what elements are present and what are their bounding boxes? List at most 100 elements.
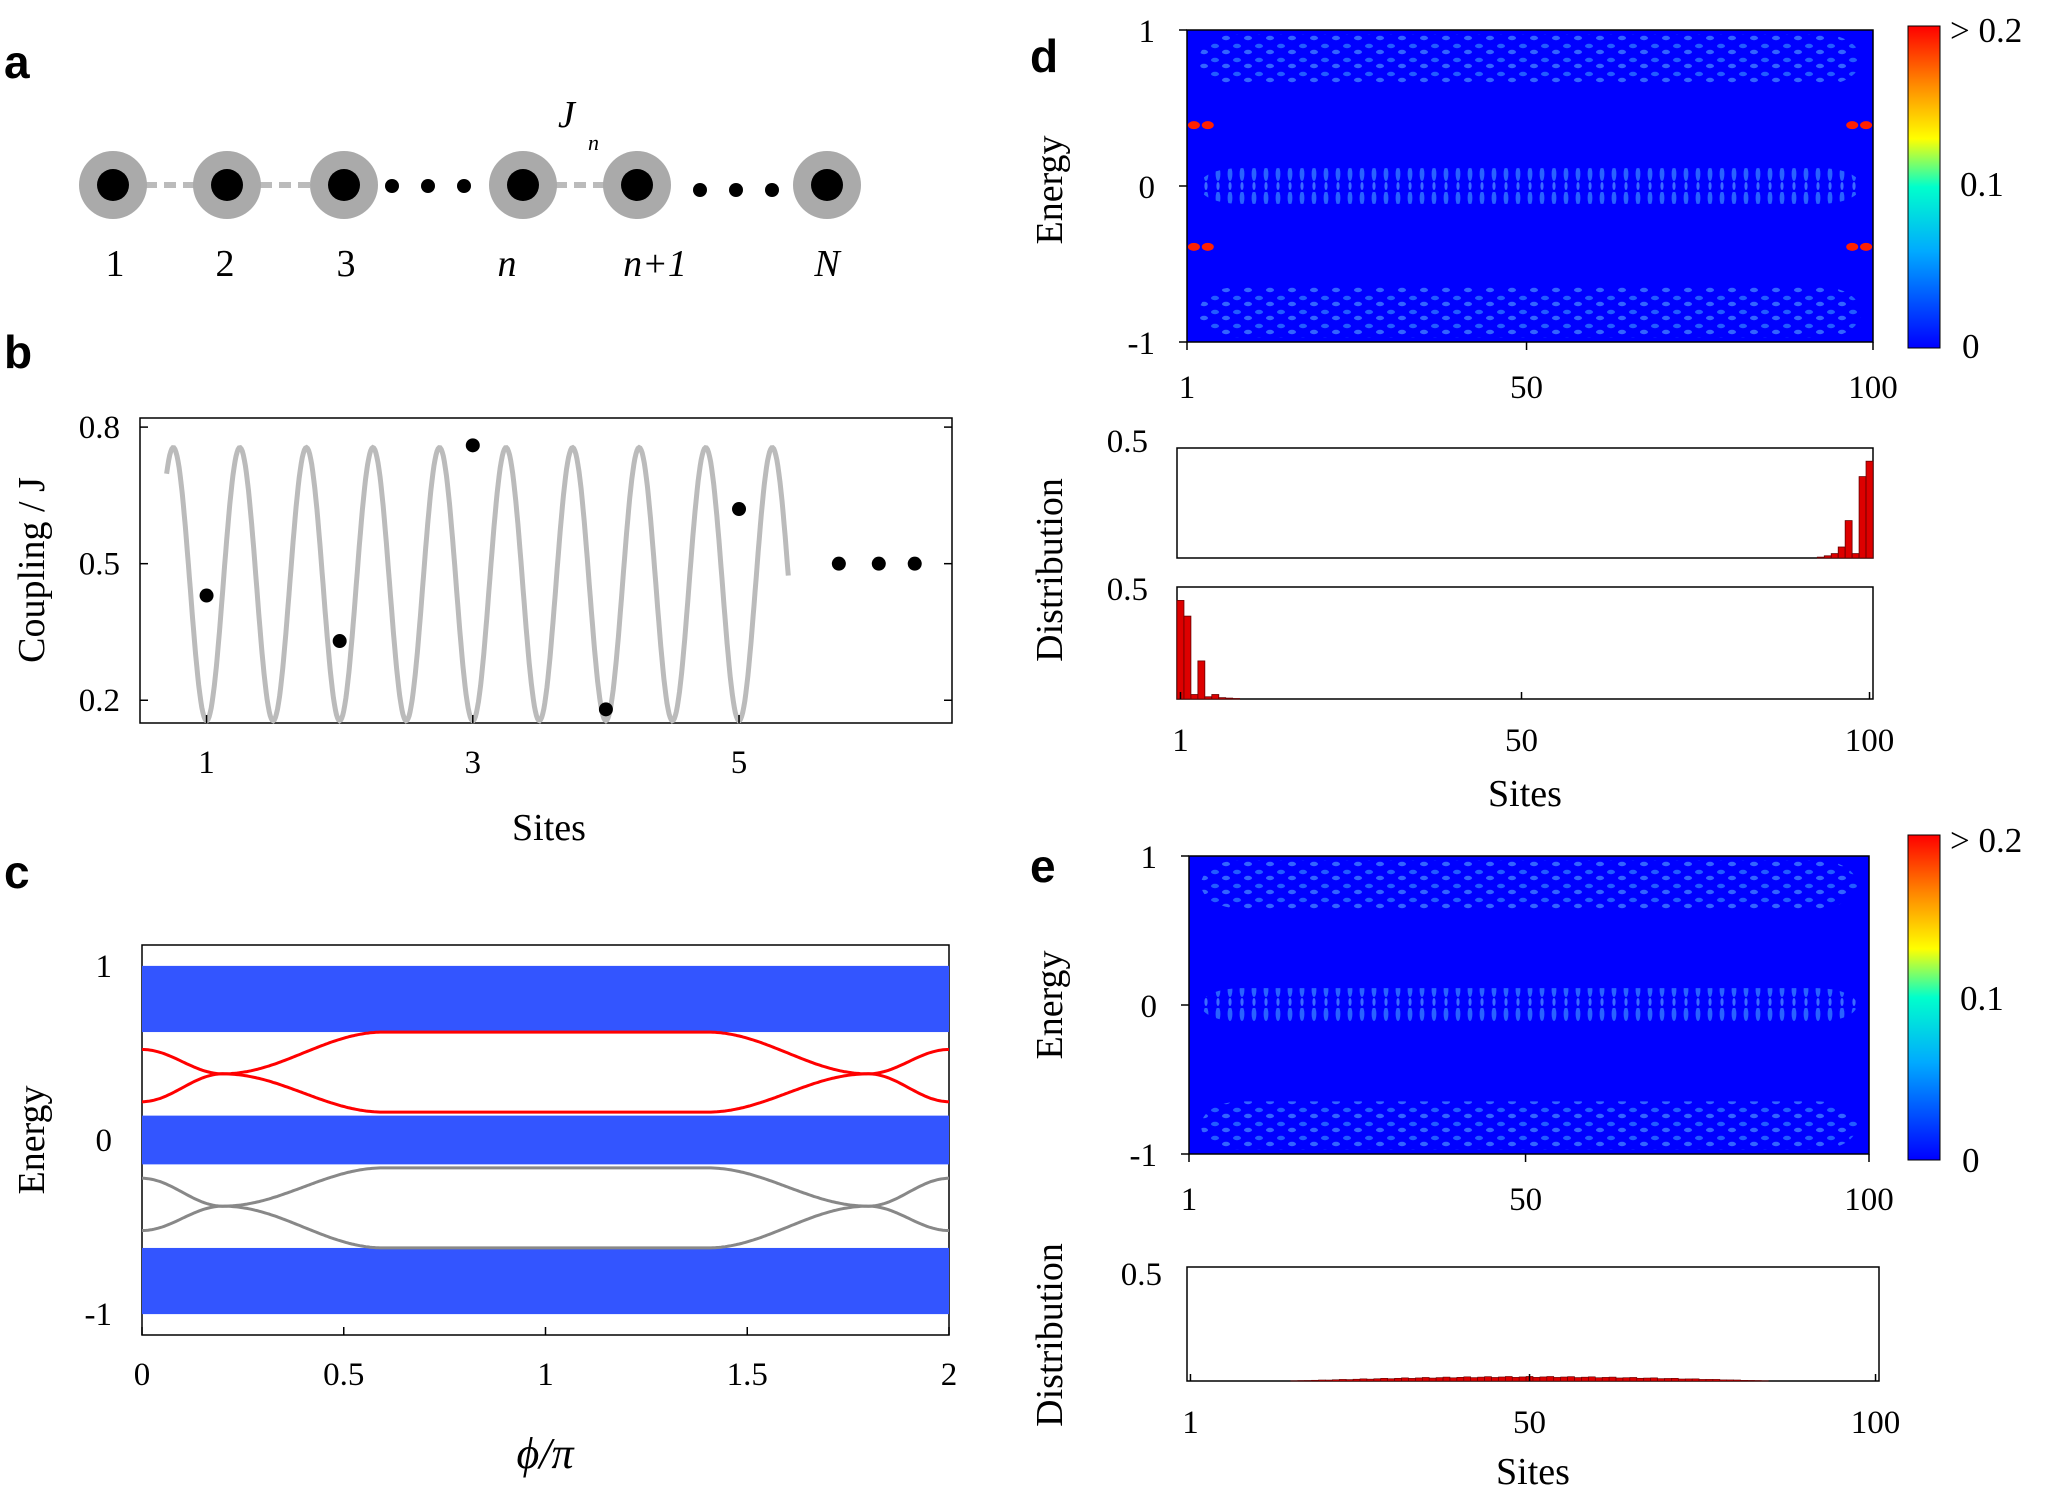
bulk-band — [142, 965, 949, 1033]
panel-d-colorbar-min: 0 — [1962, 327, 1980, 366]
panel-c-xlabel: ϕ/π — [516, 1429, 575, 1478]
panel-b-curves — [164, 438, 922, 724]
site-label-3: 3 — [337, 243, 356, 285]
ellipsis-left — [385, 179, 471, 193]
distribution-bar — [1380, 1378, 1388, 1382]
distribution-bar — [1197, 660, 1206, 700]
panel-e-colorbar-mid: 0.1 — [1960, 979, 2004, 1018]
y-tick-label: 0 — [96, 1123, 113, 1159]
panel-b-xlabel: Sites — [512, 807, 586, 849]
edge-state-spot — [1201, 242, 1214, 251]
panel-d-dist-top-bars — [1816, 460, 1874, 559]
edge-state-spot — [1860, 121, 1873, 130]
distribution-bar — [1588, 1376, 1596, 1382]
bulk-band-texture — [1199, 34, 1861, 86]
panel-c-ticks: 0 0.5 1 1.5 2 1 0 -1 — [85, 949, 958, 1393]
panel-e-heatmap: 1 50 100 1 0 -1 Energy — [1029, 840, 1894, 1218]
panel-e-dist-xlabel: Sites — [1496, 1451, 1570, 1493]
y-tick-label: 0.8 — [79, 410, 120, 446]
distribution-bar — [1190, 694, 1199, 700]
distribution-bar — [1352, 1378, 1361, 1382]
panel-b-ylabel: Coupling / J — [11, 477, 53, 663]
panel-label-c: c — [4, 846, 30, 898]
panel-d-dist-bottom-xticks: 1 50 100 — [1172, 692, 1894, 759]
x-tick-label: 50 — [1510, 370, 1543, 406]
distribution-bar — [1671, 1378, 1679, 1382]
distribution-bar — [1491, 1377, 1499, 1382]
panel-e-dist-axes — [1186, 1266, 1880, 1382]
distribution-bar — [1581, 1376, 1589, 1382]
distribution-bar — [1851, 553, 1860, 559]
site-label-n: n — [498, 243, 517, 285]
x-tick-label: 0 — [134, 1357, 151, 1393]
distribution-bar — [1325, 1379, 1333, 1382]
distribution-bar — [1211, 694, 1220, 700]
distribution-bar — [1218, 697, 1227, 700]
bulk-band-texture — [1201, 988, 1857, 1022]
panel-e-colorbar: > 0.2 0.1 0 — [1907, 821, 2022, 1180]
distribution-bar — [1698, 1379, 1707, 1382]
distribution-bar — [1332, 1379, 1340, 1382]
site-label-N: N — [813, 243, 842, 285]
edge-state-spot — [1860, 242, 1873, 251]
edge-state-spot — [1846, 121, 1859, 130]
x-tick-label: 5 — [731, 745, 748, 781]
y-tick-label: 0.5 — [79, 547, 120, 583]
distribution-bar — [1463, 1376, 1472, 1382]
distribution-bar — [1747, 1380, 1755, 1382]
coupling-sample-point — [598, 702, 613, 717]
panel-e-dist-xticks: 1 50 100 — [1182, 1374, 1900, 1441]
edge-state-spot — [1846, 242, 1859, 251]
bulk-band-texture — [1199, 168, 1861, 204]
distribution-bar — [1705, 1379, 1714, 1382]
distribution-bar — [1449, 1377, 1458, 1382]
site-n — [489, 151, 557, 219]
distribution-bar — [1546, 1376, 1555, 1382]
distribution-bar — [1470, 1377, 1478, 1382]
x-tick-label: 2 — [941, 1357, 958, 1393]
bulk-band-texture — [1201, 860, 1857, 909]
distribution-bar — [1608, 1376, 1617, 1382]
panel-c-ylabel: Energy — [11, 1085, 53, 1194]
site-2 — [193, 151, 261, 219]
edge-state-line — [142, 1048, 949, 1114]
distribution-bar — [1435, 1377, 1444, 1382]
coupling-sample-point — [732, 502, 747, 517]
panel-d-ylabel: Energy — [1029, 135, 1071, 244]
distribution-bar — [1816, 556, 1825, 559]
x-tick-label: 1 — [198, 745, 215, 781]
y-tick-label: 1 — [1141, 840, 1158, 876]
distribution-bar — [1712, 1379, 1721, 1382]
distribution-bar — [1394, 1377, 1402, 1382]
x-tick-label: 0.5 — [323, 1357, 364, 1393]
distribution-bar — [1484, 1376, 1492, 1382]
panel-d-ticks: 1 50 100 1 0 -1 — [1128, 14, 1898, 406]
panel-e-colorbar-max: > 0.2 — [1950, 821, 2022, 860]
panel-label-b: b — [4, 326, 32, 378]
x-tick-label: 100 — [1844, 1182, 1894, 1218]
distribution-bar — [1408, 1378, 1416, 1382]
x-tick-label: 50 — [1505, 723, 1538, 759]
panel-e-ticks: 1 50 100 1 0 -1 — [1130, 840, 1894, 1218]
panel-b-ticks: 1 3 5 0.8 0.5 0.2 — [79, 410, 952, 781]
distribution-bar — [1442, 1376, 1451, 1382]
distribution-bar — [1560, 1376, 1568, 1382]
distribution-bar — [1733, 1379, 1741, 1382]
distribution-bar — [1456, 1377, 1465, 1382]
site-label-2: 2 — [216, 243, 235, 285]
x-tick-label: 100 — [1848, 370, 1898, 406]
site-label-1: 1 — [106, 243, 125, 285]
distribution-bar — [1421, 1377, 1430, 1382]
panel-e-ylabel: Energy — [1029, 950, 1071, 1059]
distribution-bar — [1338, 1379, 1347, 1382]
x-tick-label: 100 — [1845, 723, 1895, 759]
distribution-bar — [1622, 1377, 1631, 1382]
distribution-bar — [1204, 696, 1213, 700]
panel-d-colorbar-max: > 0.2 — [1950, 11, 2022, 50]
distribution-bar — [1511, 1377, 1520, 1382]
distribution-bar — [1740, 1380, 1748, 1382]
panel-d-dist-ylabel: Distribution — [1029, 478, 1071, 662]
distribution-bar — [1823, 555, 1832, 559]
y-tick-label: -1 — [1130, 1138, 1158, 1174]
